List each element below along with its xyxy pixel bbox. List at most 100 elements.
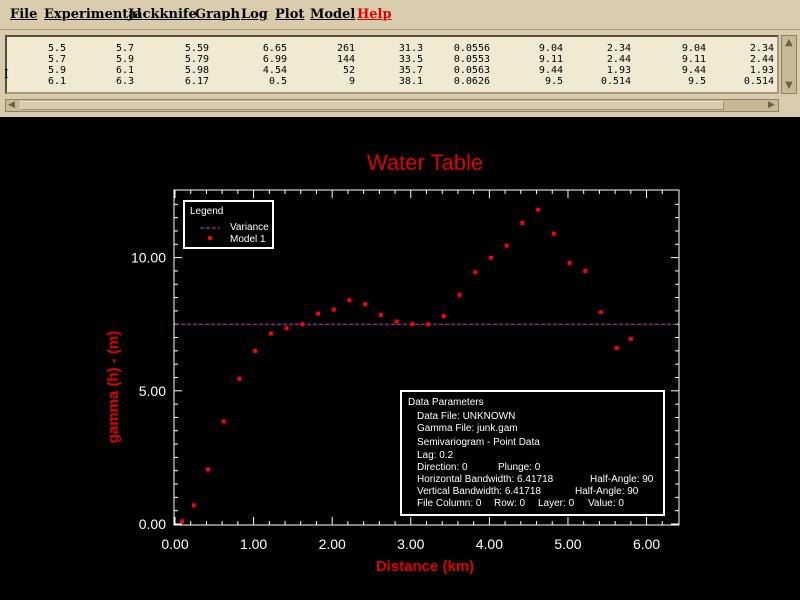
data-point (488, 255, 493, 260)
table-row[interactable]: 5.7 5.9 5.79 6.99 144 33.5 0.0553 9.11 2.44 9.11 2… (7, 54, 777, 65)
param-row: Row: 0 (494, 498, 526, 509)
table-cell: 31.3 (398, 43, 423, 54)
horizontal-scrollbar[interactable]: ◀ ▶ (5, 99, 779, 112)
table-cell: 9.5 (544, 76, 563, 87)
data-point (347, 298, 352, 303)
param-horizontal-bandwidth: Horizontal Bandwidth: 6.41718 (417, 474, 554, 485)
table-cell: 2.34 (749, 43, 774, 54)
table-cell: 5.9 (47, 65, 66, 76)
parameters-title: Data Parameters (408, 397, 484, 408)
table-cell: 9.44 (538, 65, 563, 76)
table-cell: 4.54 (262, 65, 287, 76)
data-point (504, 243, 509, 248)
table-cell: 0.0556 (453, 43, 490, 54)
table-cell: 9.5 (687, 76, 706, 87)
scroll-corner (781, 99, 797, 112)
y-axis-label: gamma (h) - (m) (105, 331, 122, 444)
table-cell: 6.99 (262, 54, 287, 65)
axis-ticks: 0.00 1.00 2.00 3.00 4.00 5.00 6.00 0.00 5.00 10.0… (131, 190, 679, 552)
data-point (551, 231, 556, 236)
data-point (191, 503, 196, 508)
data-point (628, 336, 633, 341)
data-point (598, 310, 603, 315)
param-value: Value: 0 (588, 498, 624, 509)
data-panel: 5.5 5.7 5.59 6.65 261 31.3 0.0556 9.04 2.34 9.04 2… (0, 30, 800, 117)
data-point (426, 322, 431, 327)
menu-bar: File Experimental Jackknife Graph Log Pl… (0, 0, 800, 30)
table-cell: 0.514 (600, 76, 631, 87)
data-point (520, 220, 525, 225)
menu-help[interactable]: Help (357, 7, 392, 22)
scroll-down-icon[interactable]: ▼ (785, 80, 793, 91)
menu-file[interactable]: File (10, 7, 38, 22)
vertical-scrollbar[interactable]: ▲ ▼ (781, 35, 797, 94)
data-point (583, 268, 588, 273)
x-tick-label: 6.00 (633, 536, 660, 552)
param-gamma-file: Gamma File: junk.gam (417, 423, 518, 434)
data-point (473, 270, 478, 275)
horizontal-scroll-thumb[interactable] (20, 101, 724, 110)
menu-jackknife[interactable]: Jackknife (128, 7, 197, 22)
legend-model-swatch (208, 236, 212, 240)
data-point (268, 331, 273, 336)
data-point (378, 312, 383, 317)
param-lag: Lag: 0.2 (417, 450, 454, 461)
data-table[interactable]: 5.5 5.7 5.59 6.65 261 31.3 0.0556 9.04 2.34 9.04 2… (5, 35, 779, 94)
table-cell: 5.7 (115, 43, 134, 54)
param-file-column: File Column: 0 (417, 498, 482, 509)
data-point (536, 207, 541, 212)
table-cell: 1.93 (749, 65, 774, 76)
scroll-right-icon[interactable]: ▶ (768, 100, 775, 110)
table-cell: 9.04 (538, 43, 563, 54)
data-point (441, 314, 446, 319)
table-cell: 6.1 (115, 65, 134, 76)
data-point (180, 519, 185, 524)
table-cell: 144 (336, 54, 355, 65)
data-point (284, 326, 289, 331)
data-point (394, 319, 399, 324)
param-vertical-bandwidth: Vertical Bandwidth: 6.41718 (417, 486, 541, 497)
table-cell: 5.59 (184, 43, 209, 54)
table-cell: 35.7 (398, 65, 423, 76)
text-cursor-icon: I (4, 67, 9, 81)
table-cell: 261 (336, 43, 355, 54)
table-row[interactable]: 6.1 6.3 6.17 0.5 9 38.1 0.0626 9.5 0.514 9.5 0.514 (7, 76, 777, 87)
table-cell: 0.0553 (453, 54, 490, 65)
data-point (206, 467, 211, 472)
menu-log[interactable]: Log (241, 7, 268, 22)
param-direction: Direction: 0 (417, 462, 468, 473)
table-cell: 9 (348, 76, 355, 87)
table-cell: 1.93 (606, 65, 631, 76)
legend-model-label: Model 1 (230, 234, 266, 245)
table-cell: 9.44 (681, 65, 706, 76)
table-cell: 6.65 (262, 43, 287, 54)
y-tick-label: 0.00 (139, 516, 166, 532)
table-row[interactable]: 5.9 6.1 5.98 4.54 52 35.7 0.0563 9.44 1.93 9.44 1.… (7, 65, 777, 76)
data-point (567, 260, 572, 265)
data-point (457, 292, 462, 297)
data-point (300, 322, 305, 327)
scroll-up-icon[interactable]: ▲ (785, 37, 793, 48)
scroll-left-icon[interactable]: ◀ (8, 100, 15, 110)
param-plunge: Plunge: 0 (498, 462, 541, 473)
table-cell: 33.5 (398, 54, 423, 65)
x-tick-label: 4.00 (476, 536, 503, 552)
menu-graph[interactable]: Graph (195, 7, 240, 22)
menu-plot[interactable]: Plot (275, 7, 305, 22)
table-cell: 0.0563 (453, 65, 490, 76)
table-cell: 0.0626 (453, 76, 490, 87)
table-cell: 2.44 (749, 54, 774, 65)
y-tick-label: 10.00 (131, 250, 166, 266)
legend-title: Legend (190, 206, 223, 217)
data-point (410, 322, 415, 327)
menu-model[interactable]: Model (310, 7, 356, 22)
table-row[interactable]: 5.5 5.7 5.59 6.65 261 31.3 0.0556 9.04 2.34 9.04 2… (7, 43, 777, 54)
legend-box (183, 200, 274, 249)
param-layer: Layer: 0 (538, 498, 575, 509)
semivariogram-chart: Water Table 0.00 1.00 2.00 3.00 4.00 5.00 6.00… (105, 150, 680, 575)
table-cell: 52 (342, 65, 355, 76)
legend-variance-label: Variance (230, 222, 269, 233)
menu-experimental[interactable]: Experimental (44, 7, 142, 22)
x-axis-label: Distance (km) (376, 558, 474, 575)
data-point (363, 302, 368, 307)
